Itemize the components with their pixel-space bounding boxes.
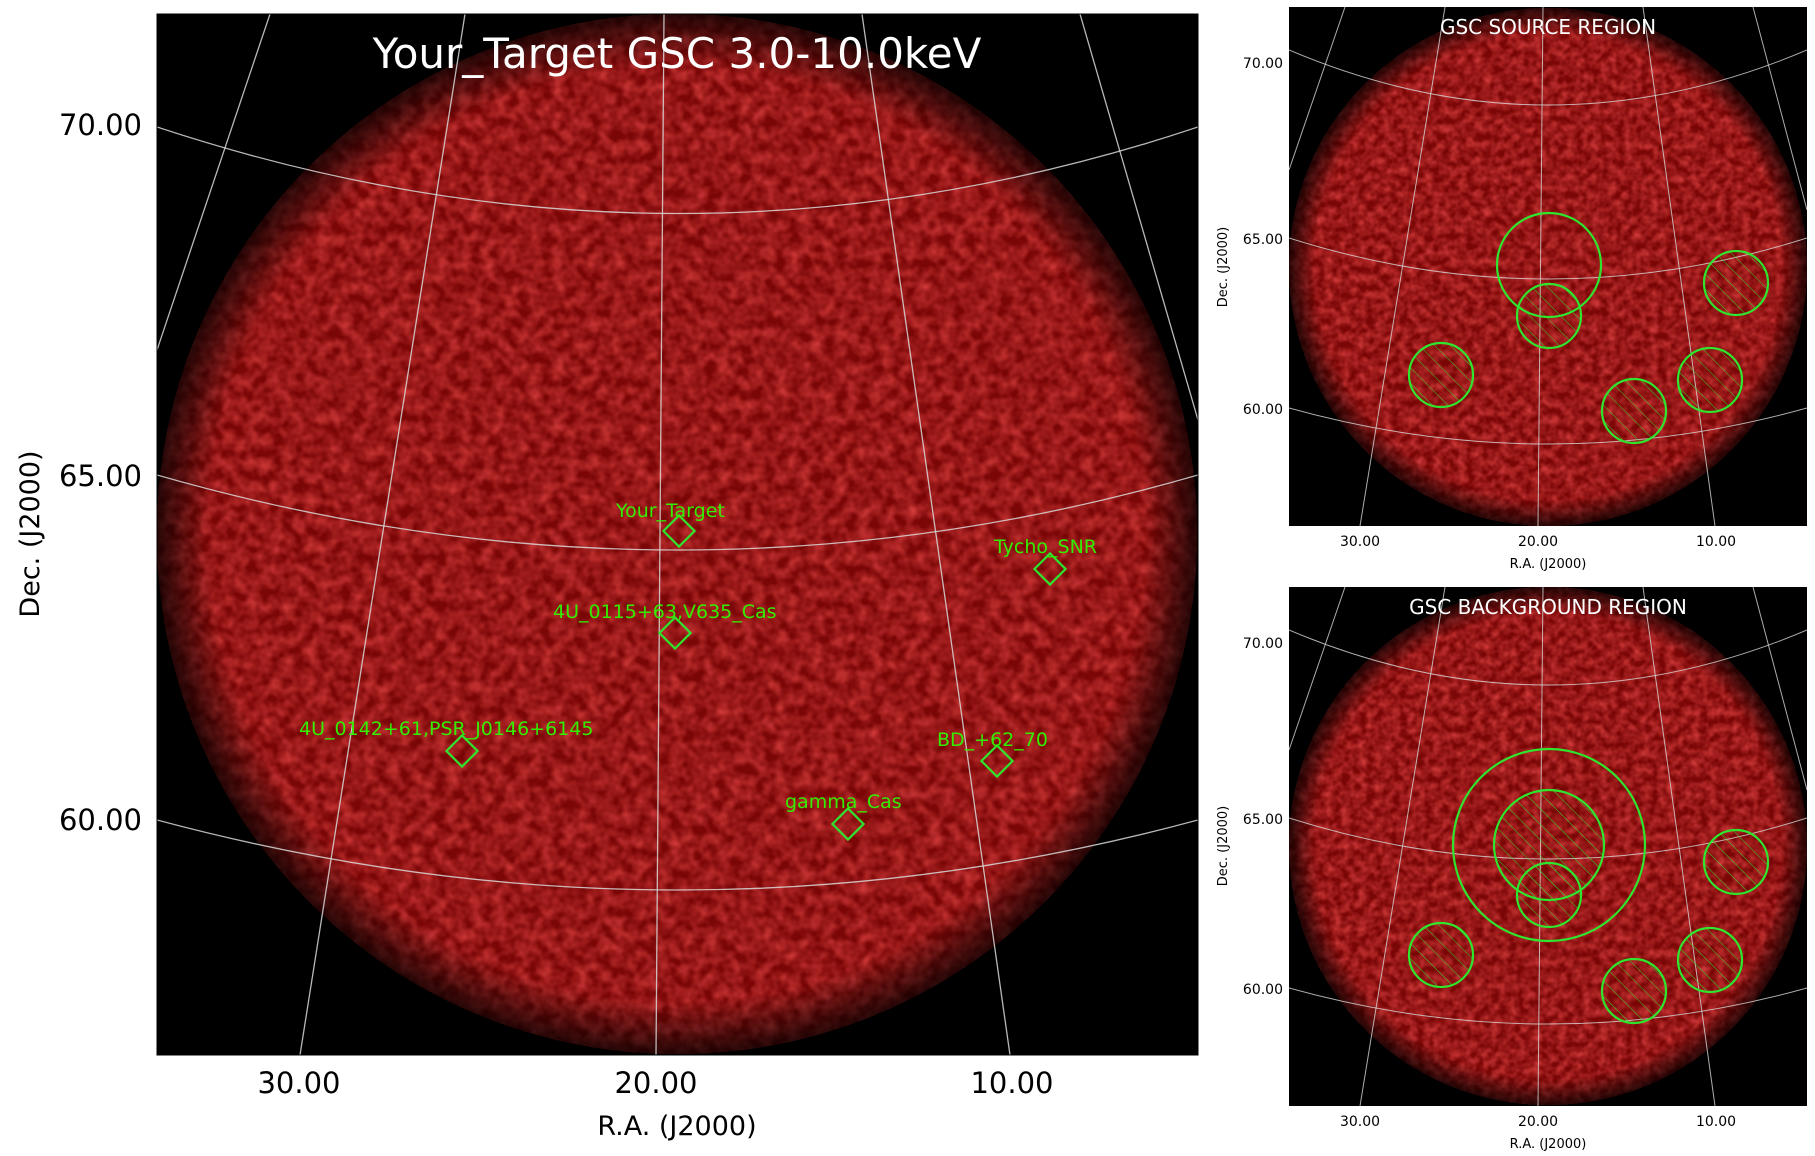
source-region-panel: GSC SOURCE REGION Dec. (J2000) 70.00 65.… bbox=[1216, 7, 1807, 572]
x-tick-label: 30.00 bbox=[1340, 534, 1380, 550]
main-y-label: Dec. (J2000) bbox=[15, 450, 46, 617]
y-tick-label: 65.00 bbox=[1243, 812, 1283, 828]
excluded-source-region[interactable] bbox=[1676, 346, 1744, 414]
source-coordinate-grid bbox=[1289, 7, 1807, 526]
excluded-source-region[interactable] bbox=[1702, 249, 1770, 317]
x-tick-label: 10.00 bbox=[1696, 534, 1736, 550]
x-tick-label: 10.00 bbox=[970, 1066, 1053, 1100]
main-coordinate-grid bbox=[157, 14, 1198, 1055]
source-label: Your_Target bbox=[615, 500, 725, 522]
svg-text:Dec. (J2000): Dec. (J2000) bbox=[1216, 806, 1231, 886]
source-marker[interactable]: 4U_0142+61,PSR_J0146+6145 bbox=[299, 718, 593, 769]
main-x-axis: 30.00 20.00 10.00 R.A. (J2000) bbox=[257, 1066, 1053, 1142]
y-tick-label: 65.00 bbox=[1243, 232, 1283, 248]
background-y-axis: Dec. (J2000) 70.00 65.00 60.00 bbox=[1216, 636, 1283, 998]
source-label: gamma_Cas bbox=[785, 791, 902, 813]
main-image-panel: Your_Target Tycho_SNR 4U_0115+63,V635_Ca… bbox=[15, 13, 1199, 1142]
svg-text:Dec. (J2000): Dec. (J2000) bbox=[1216, 227, 1231, 307]
y-tick-label: 70.00 bbox=[1243, 56, 1283, 72]
background-x-axis: 30.00 20.00 10.00 R.A. (J2000) bbox=[1340, 1114, 1736, 1152]
y-tick-label: 65.00 bbox=[59, 459, 142, 493]
x-tick-label: 20.00 bbox=[1518, 1114, 1558, 1130]
excluded-source-region[interactable] bbox=[1407, 341, 1475, 409]
background-panel-title: GSC BACKGROUND REGION bbox=[1409, 595, 1687, 619]
source-label: BD_+62_70 bbox=[937, 729, 1048, 751]
y-tick-label: 70.00 bbox=[59, 108, 142, 142]
source-regions bbox=[1407, 211, 1770, 445]
main-title: Your_Target GSC 3.0-10.0keV bbox=[372, 29, 982, 78]
source-marker[interactable]: gamma_Cas bbox=[785, 791, 902, 842]
main-x-label: R.A. (J2000) bbox=[597, 1111, 756, 1142]
source-label: Tycho_SNR bbox=[993, 536, 1097, 558]
main-y-axis: Dec. (J2000) 70.00 65.00 60.00 bbox=[15, 108, 142, 837]
main-source-markers: Your_Target Tycho_SNR 4U_0115+63,V635_Ca… bbox=[299, 500, 1097, 842]
source-marker[interactable]: BD_+62_70 bbox=[937, 729, 1048, 779]
source-x-axis: 30.00 20.00 10.00 R.A. (J2000) bbox=[1340, 534, 1736, 572]
source-marker[interactable]: Your_Target bbox=[615, 500, 725, 549]
y-tick-label: 70.00 bbox=[1243, 636, 1283, 652]
source-label: 4U_0142+61,PSR_J0146+6145 bbox=[299, 718, 593, 740]
excluded-source-region[interactable] bbox=[1407, 921, 1475, 989]
excluded-source-region[interactable] bbox=[1676, 926, 1744, 994]
background-annulus-outer[interactable] bbox=[1451, 747, 1647, 943]
source-y-axis: Dec. (J2000) 70.00 65.00 60.00 bbox=[1216, 56, 1283, 418]
x-tick-label: 20.00 bbox=[1518, 534, 1558, 550]
y-tick-label: 60.00 bbox=[1243, 402, 1283, 418]
source-marker[interactable]: 4U_0115+63,V635_Cas bbox=[553, 601, 777, 651]
svg-text:R.A. (J2000): R.A. (J2000) bbox=[1510, 557, 1587, 572]
excluded-source-region[interactable] bbox=[1600, 957, 1668, 1025]
excluded-source-region[interactable] bbox=[1515, 861, 1583, 929]
x-tick-label: 20.00 bbox=[614, 1066, 697, 1100]
x-tick-label: 10.00 bbox=[1696, 1114, 1736, 1130]
source-panel-title: GSC SOURCE REGION bbox=[1440, 15, 1656, 39]
excluded-source-region[interactable] bbox=[1702, 828, 1770, 896]
y-tick-label: 60.00 bbox=[1243, 982, 1283, 998]
background-coordinate-grid bbox=[1289, 587, 1807, 1106]
source-label: 4U_0115+63,V635_Cas bbox=[553, 601, 777, 623]
svg-text:R.A. (J2000): R.A. (J2000) bbox=[1510, 1137, 1587, 1152]
excluded-source-region[interactable] bbox=[1600, 377, 1668, 445]
source-marker[interactable]: Tycho_SNR bbox=[993, 536, 1097, 587]
x-tick-label: 30.00 bbox=[257, 1066, 340, 1100]
y-tick-label: 60.00 bbox=[59, 803, 142, 837]
excluded-source-region[interactable] bbox=[1515, 282, 1583, 350]
background-region-panel: GSC BACKGROUND REGION Dec. (J2000) 70.00… bbox=[1216, 587, 1807, 1152]
x-tick-label: 30.00 bbox=[1340, 1114, 1380, 1130]
background-regions bbox=[1407, 747, 1770, 1025]
